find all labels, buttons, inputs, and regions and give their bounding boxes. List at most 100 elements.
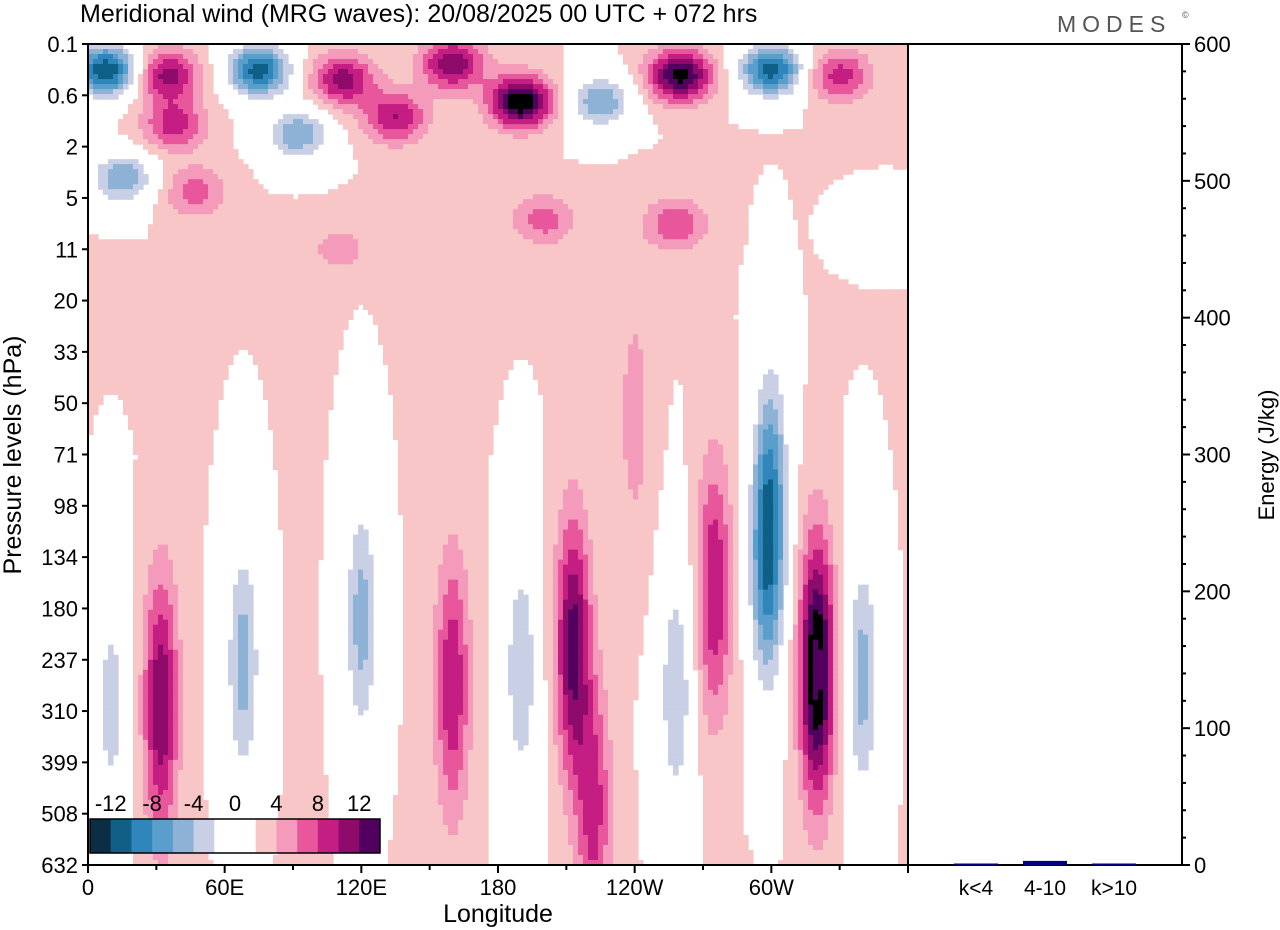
heatmap-cell bbox=[463, 164, 469, 170]
heatmap-cell bbox=[658, 189, 664, 195]
heatmap-cell bbox=[753, 44, 759, 50]
heatmap-cell bbox=[733, 229, 739, 235]
heatmap-cell bbox=[513, 214, 519, 220]
heatmap-cell bbox=[423, 54, 429, 60]
heatmap-cell bbox=[688, 239, 694, 245]
heatmap-cell bbox=[428, 234, 434, 240]
heatmap-cell bbox=[443, 114, 449, 120]
heatmap-cell bbox=[718, 149, 724, 155]
heatmap-cell bbox=[333, 54, 339, 60]
heatmap-cell bbox=[823, 109, 829, 115]
heatmap-cell bbox=[823, 164, 829, 170]
heatmap-cell bbox=[363, 99, 369, 105]
heatmap-cell bbox=[138, 129, 144, 135]
heatmap-cell bbox=[183, 49, 189, 55]
heatmap-cell bbox=[563, 239, 569, 245]
heatmap-cell bbox=[813, 49, 819, 55]
heatmap-cell bbox=[438, 214, 444, 220]
heatmap-cell bbox=[463, 124, 469, 130]
heatmap-cell bbox=[388, 164, 394, 170]
heatmap-cell bbox=[568, 179, 574, 185]
heatmap-cell bbox=[393, 64, 399, 70]
heatmap-cell bbox=[268, 214, 274, 220]
heatmap-cell bbox=[893, 99, 899, 105]
heatmap-cell bbox=[448, 119, 454, 125]
heatmap-cell bbox=[308, 194, 314, 200]
heatmap-cell bbox=[513, 64, 519, 70]
heatmap-cell bbox=[818, 49, 824, 55]
heatmap-cell bbox=[668, 139, 674, 145]
heatmap-cell bbox=[438, 94, 444, 100]
heatmap-cell bbox=[188, 234, 194, 240]
heatmap-cell bbox=[638, 239, 644, 245]
heatmap-cell bbox=[478, 84, 484, 90]
heatmap-cell bbox=[353, 114, 359, 120]
heatmap-cell bbox=[333, 74, 339, 80]
heatmap-cell bbox=[503, 154, 509, 160]
heatmap-cell bbox=[158, 99, 164, 105]
heatmap-cell bbox=[813, 189, 819, 195]
heatmap-cell bbox=[633, 219, 639, 225]
heatmap-cell bbox=[813, 134, 819, 140]
heatmap-cell bbox=[173, 149, 179, 155]
heatmap-cell bbox=[663, 184, 669, 190]
heatmap-cell bbox=[548, 234, 554, 240]
heatmap-cell bbox=[548, 99, 554, 105]
heatmap-cell bbox=[508, 229, 514, 235]
heatmap-cell bbox=[798, 219, 804, 225]
heatmap-cell bbox=[648, 204, 654, 210]
heatmap-cell bbox=[618, 169, 624, 175]
heatmap-cell bbox=[863, 124, 869, 130]
heatmap-cell bbox=[858, 94, 864, 100]
heatmap-cell bbox=[458, 164, 464, 170]
heatmap-cell bbox=[718, 74, 724, 80]
heatmap-cell bbox=[533, 69, 539, 75]
heatmap-cell bbox=[198, 224, 204, 230]
heatmap-cell bbox=[183, 79, 189, 85]
heatmap-cell bbox=[823, 89, 829, 95]
heatmap-cell bbox=[498, 179, 504, 185]
heatmap-cell bbox=[363, 114, 369, 120]
heatmap-cell bbox=[348, 124, 354, 130]
heatmap-cell bbox=[803, 214, 809, 220]
heatmap-cell bbox=[118, 129, 124, 135]
heatmap-cell bbox=[588, 209, 594, 215]
heatmap-cell bbox=[738, 139, 744, 145]
heatmap-cell bbox=[113, 179, 119, 185]
heatmap-cell bbox=[463, 79, 469, 85]
heatmap-cell bbox=[423, 144, 429, 150]
heatmap-cell bbox=[233, 49, 239, 55]
heatmap-cell bbox=[413, 184, 419, 190]
heatmap-cell bbox=[348, 79, 354, 85]
heatmap-cell bbox=[703, 129, 709, 135]
heatmap-cell bbox=[373, 234, 379, 240]
heatmap-cell bbox=[858, 129, 864, 135]
heatmap-cell bbox=[738, 69, 744, 75]
heatmap-cell bbox=[673, 209, 679, 215]
heatmap-cell bbox=[798, 144, 804, 150]
heatmap-cell bbox=[423, 119, 429, 125]
heatmap-cell bbox=[398, 224, 404, 230]
heatmap-cell bbox=[463, 139, 469, 145]
heatmap-cell bbox=[833, 149, 839, 155]
heatmap-cell bbox=[143, 104, 149, 110]
heatmap-cell bbox=[333, 214, 339, 220]
heatmap-cell bbox=[368, 234, 374, 240]
heatmap-cell bbox=[293, 119, 299, 125]
heatmap-cell bbox=[838, 94, 844, 100]
heatmap-cell bbox=[128, 109, 134, 115]
heatmap-cell bbox=[613, 114, 619, 120]
heatmap-cell bbox=[778, 64, 784, 70]
heatmap-cell bbox=[633, 54, 639, 60]
heatmap-cell bbox=[193, 59, 199, 65]
heatmap-cell bbox=[728, 154, 734, 160]
heatmap-cell bbox=[578, 164, 584, 170]
heatmap-cell bbox=[698, 124, 704, 130]
heatmap-cell bbox=[623, 59, 629, 65]
heatmap-cell bbox=[663, 234, 669, 240]
heatmap-cell bbox=[658, 114, 664, 120]
heatmap-cell bbox=[583, 104, 589, 110]
heatmap-cell bbox=[428, 134, 434, 140]
heatmap-cell bbox=[283, 239, 289, 245]
heatmap-cell bbox=[173, 109, 179, 115]
